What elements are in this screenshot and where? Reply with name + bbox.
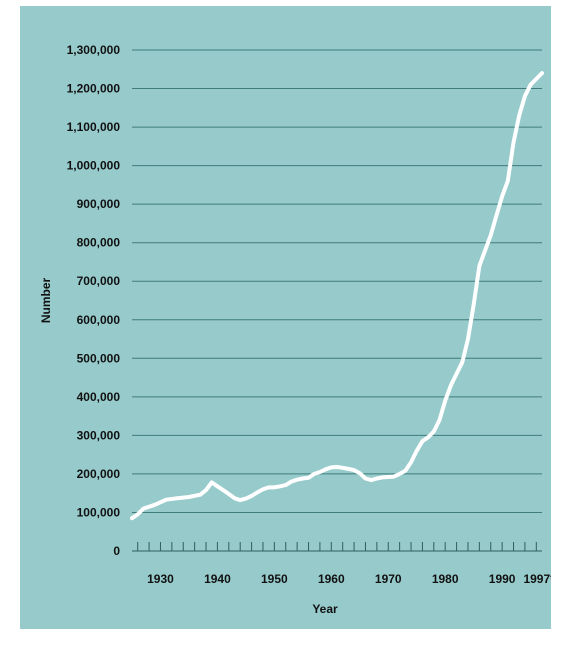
y-tick-label: 1,300,000: [67, 43, 121, 57]
x-tick-label: 1960: [318, 572, 345, 586]
x-tick-label: 1990: [489, 572, 516, 586]
x-axis-ticks: 1930 1940 1950 1960 1970 1980 1990 1997*: [137, 542, 551, 586]
x-tick-label: 1940: [204, 572, 231, 586]
x-tick-label: 1980: [432, 572, 459, 586]
y-tick-label: 1,100,000: [67, 120, 121, 134]
line-chart: 0 100,000 200,000 300,000 400,000 500,000 600,…: [20, 6, 551, 629]
chart-panel: 0 100,000 200,000 300,000 400,000 500,000 600,…: [20, 6, 551, 629]
gridlines: [132, 49, 542, 513]
y-tick-label: 200,000: [77, 467, 121, 481]
x-axis-title: Year: [312, 602, 338, 616]
y-tick-label: 700,000: [77, 274, 121, 288]
y-tick-label: 400,000: [77, 390, 121, 404]
x-tick-label: 1997*: [523, 572, 551, 586]
y-tick-label: 600,000: [77, 313, 121, 327]
y-tick-label: 300,000: [77, 428, 121, 442]
y-axis-title: Number: [39, 278, 53, 324]
y-tick-label: 1,000,000: [67, 159, 121, 173]
x-tick-label: 1950: [261, 572, 288, 586]
y-tick-label: 800,000: [77, 236, 121, 250]
series-line: [130, 71, 544, 521]
y-tick-label: 100,000: [77, 505, 121, 519]
y-tick-label: 0: [113, 544, 120, 558]
y-tick-label: 900,000: [77, 197, 121, 211]
x-tick-label: 1930: [147, 572, 174, 586]
y-tick-label: 1,200,000: [67, 82, 121, 96]
y-axis-tick-labels: 0 100,000 200,000 300,000 400,000 500,000 600,…: [67, 43, 121, 558]
y-tick-label: 500,000: [77, 351, 121, 365]
chart-background: [20, 6, 551, 629]
x-tick-label: 1970: [375, 572, 402, 586]
